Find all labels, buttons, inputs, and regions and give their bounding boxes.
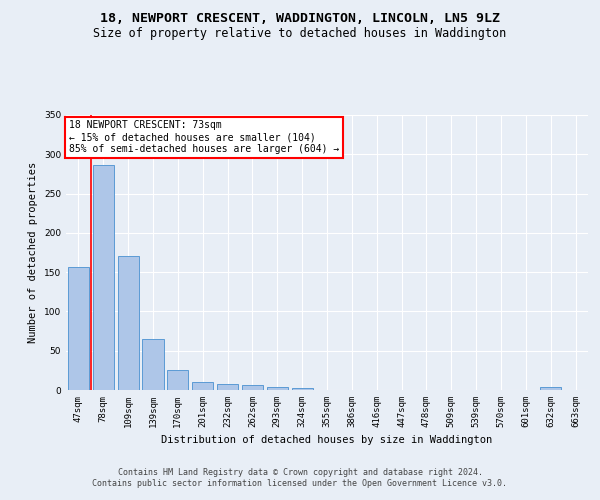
Text: Contains HM Land Registry data © Crown copyright and database right 2024.
Contai: Contains HM Land Registry data © Crown c… (92, 468, 508, 487)
Bar (242, 386, 263, 390)
Bar (292, 388, 313, 390)
X-axis label: Distribution of detached houses by size in Waddington: Distribution of detached houses by size … (161, 436, 493, 446)
Bar (118, 256, 139, 390)
Bar (68, 268, 89, 390)
Bar (192, 382, 213, 390)
Bar (267, 387, 288, 390)
Y-axis label: Number of detached properties: Number of detached properties (28, 162, 38, 343)
Text: 18 NEWPORT CRESCENT: 73sqm
← 15% of detached houses are smaller (104)
85% of sem: 18 NEWPORT CRESCENT: 73sqm ← 15% of deta… (68, 120, 339, 154)
Bar (167, 370, 188, 390)
Bar (217, 384, 238, 390)
Bar (93, 164, 114, 390)
Text: 18, NEWPORT CRESCENT, WADDINGTON, LINCOLN, LN5 9LZ: 18, NEWPORT CRESCENT, WADDINGTON, LINCOL… (100, 12, 500, 26)
Bar (540, 387, 561, 390)
Bar (142, 339, 164, 390)
Text: Size of property relative to detached houses in Waddington: Size of property relative to detached ho… (94, 28, 506, 40)
